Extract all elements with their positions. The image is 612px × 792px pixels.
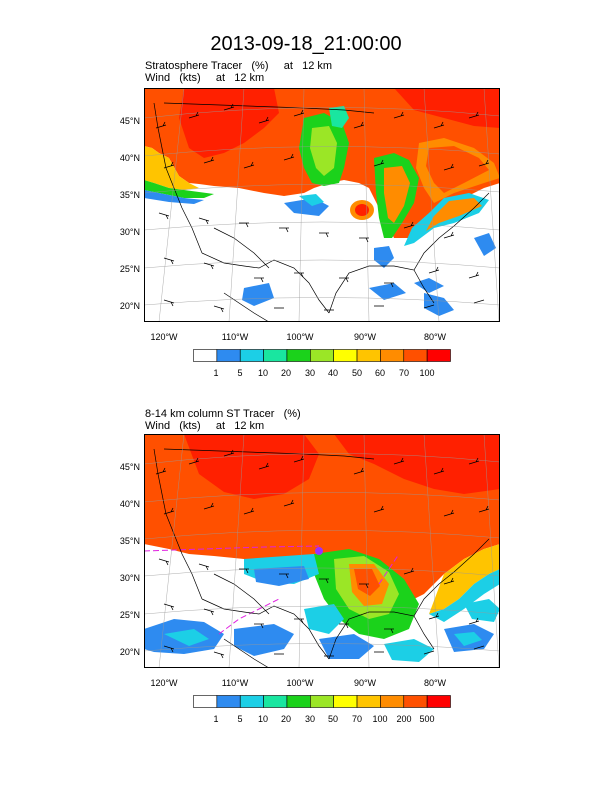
panel1-colorbar-label: 5 (237, 368, 243, 378)
panel2-colorbar-label: 1 (213, 714, 219, 724)
panel1-lon-label: 80°W (423, 332, 447, 342)
panel2-colorbar-label: 100 (372, 714, 388, 724)
panel1-colorbar-label: 10 (257, 368, 268, 378)
panel1-colorbar-label: 1 (213, 368, 219, 378)
panel2-subtitle-line2: Wind (kts) at 12 km (145, 420, 265, 432)
panel1-colorbar-label: 40 (327, 368, 338, 378)
panel1-subtitle-line1: Stratosphere Tracer (%) at 12 km (145, 60, 333, 72)
panel2-lat-label: 35°N (119, 536, 140, 546)
colorbar-swatch (239, 349, 264, 362)
panel1-lat-label: 20°N (119, 301, 140, 311)
colorbar-swatch (310, 349, 334, 362)
colorbar-swatch (239, 695, 264, 708)
panel2-colorbar-label: 20 (280, 714, 291, 724)
panel1-lat-label: 30°N (119, 227, 140, 237)
colorbar-swatch (380, 349, 405, 362)
colorbar-swatch (380, 695, 405, 708)
colorbar-swatch (193, 349, 218, 362)
colorbar-swatch (426, 695, 451, 708)
colorbar-swatch (403, 349, 428, 362)
panel1-lon-label: 110°W (221, 332, 249, 342)
colorbar-swatch (286, 695, 311, 708)
main-title: 2013-09-18_21:00:00 (210, 33, 402, 55)
panel1-colorbar-label: 60 (374, 368, 385, 378)
colorbar-swatch (193, 695, 218, 708)
panel1-colorbar (193, 349, 451, 362)
panel2-subtitle-line1: 8-14 km column ST Tracer (%) (145, 408, 301, 420)
panel1-colorbar-label: 30 (304, 368, 315, 378)
panel2-colorbar (193, 695, 451, 708)
colorbar-swatch (263, 695, 288, 708)
panel2-colorbar-label: 500 (419, 714, 435, 724)
panel2-colorbar-label: 30 (304, 714, 315, 724)
colorbar-swatch (263, 349, 288, 362)
colorbar-swatch (333, 695, 358, 708)
panel2-lat-label: 45°N (119, 462, 140, 472)
colorbar-swatch (216, 695, 241, 708)
panel2-lat-label: 20°N (119, 647, 140, 657)
panel1-lon-label: 100°W (286, 332, 314, 342)
colorbar-swatch (216, 349, 241, 362)
colorbar-swatch (310, 695, 334, 708)
colorbar-swatch (403, 695, 428, 708)
panel2-lon-label: 120°W (150, 678, 178, 688)
colorbar-swatch (333, 349, 358, 362)
panel2-map (144, 434, 500, 668)
panel1-colorbar-label: 70 (398, 368, 409, 378)
colorbar-swatch (426, 349, 451, 362)
panel2-colorbar-label: 200 (396, 714, 412, 724)
panel2-lon-label: 110°W (221, 678, 249, 688)
panel1-lon-label: 120°W (150, 332, 178, 342)
panel1-colorbar-label: 20 (280, 368, 291, 378)
panel1-map (144, 88, 500, 322)
panel1-colorbar-label: 50 (351, 368, 362, 378)
panel2-colorbar-label: 70 (351, 714, 362, 724)
panel1-lat-label: 45°N (119, 116, 140, 126)
panel2-lat-label: 40°N (119, 499, 140, 509)
panel2-colorbar-label: 50 (327, 714, 338, 724)
colorbar-swatch (356, 349, 381, 362)
panel1-lat-label: 40°N (119, 153, 140, 163)
panel2-lon-label: 100°W (286, 678, 314, 688)
panel1-lon-label: 90°W (353, 332, 377, 342)
colorbar-swatch (286, 349, 311, 362)
panel2-colorbar-label: 5 (237, 714, 243, 724)
panel2-lat-label: 25°N (119, 610, 140, 620)
panel1-colorbar-label: 100 (419, 368, 435, 378)
panel1-subtitle-line2: Wind (kts) at 12 km (145, 72, 265, 84)
panel2-lat-label: 30°N (119, 573, 140, 583)
panel2-lon-label: 80°W (423, 678, 447, 688)
panel2-colorbar-label: 10 (257, 714, 268, 724)
panel1-lat-label: 25°N (119, 264, 140, 274)
panel2-lon-label: 90°W (353, 678, 377, 688)
panel1-lat-label: 35°N (119, 190, 140, 200)
colorbar-swatch (356, 695, 381, 708)
